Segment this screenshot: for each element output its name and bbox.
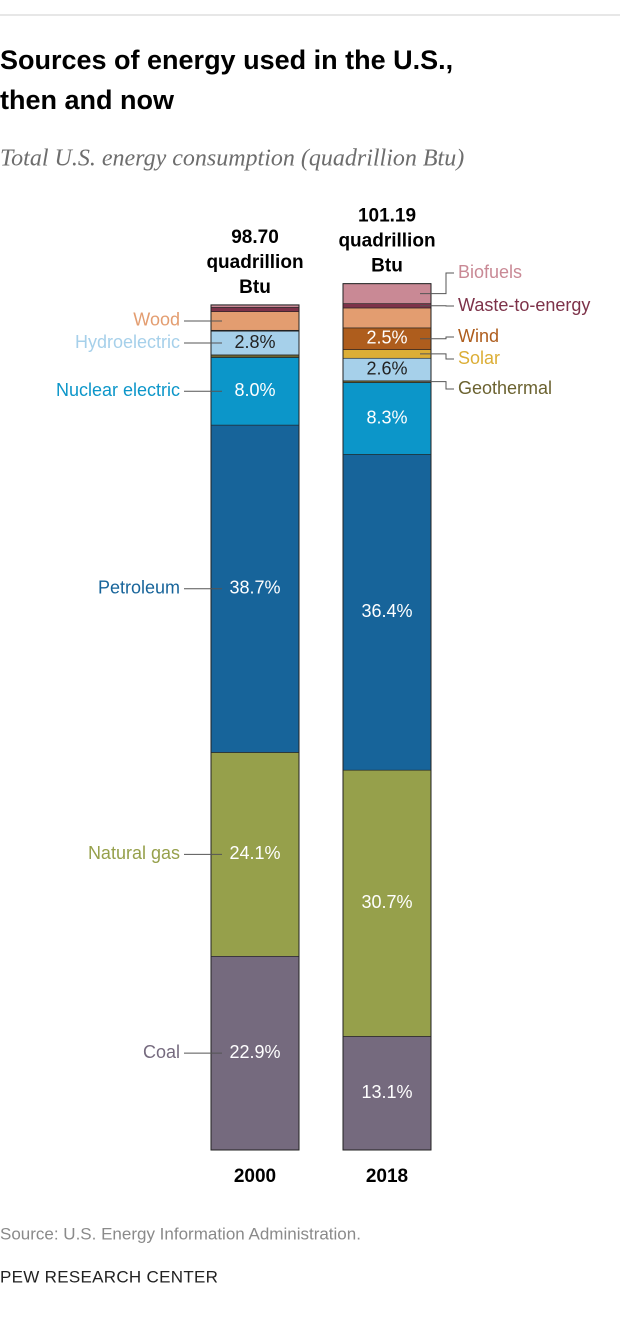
bar-outline (210, 304, 300, 1151)
bar-segment (342, 349, 432, 359)
bar-segment (342, 307, 432, 329)
value-label: 2.5% (366, 327, 407, 347)
value-label: 8.0% (234, 380, 275, 400)
value-label: 24.1% (229, 843, 280, 863)
series-label: Coal (143, 1042, 180, 1062)
value-label: 13.1% (361, 1082, 412, 1102)
value-label: 2.6% (366, 358, 407, 378)
value-label: 36.4% (361, 601, 412, 621)
series-label: Geothermal (458, 378, 552, 398)
bar-segment (210, 752, 300, 957)
value-label: 2.8% (234, 332, 275, 352)
label-connector (420, 353, 454, 360)
bar-segment (342, 303, 432, 309)
series-label: Solar (458, 348, 500, 368)
bar-segment (210, 424, 300, 753)
value-label: 30.7% (361, 892, 412, 912)
bar-segment (342, 382, 432, 455)
value-label: 22.9% (229, 1042, 280, 1062)
chart-title: Sources of energy used in the U.S., then … (0, 45, 453, 115)
value-label: 38.7% (229, 578, 280, 598)
bar-segment (342, 454, 432, 771)
total-label: 101.19 quadrillion Btu (338, 206, 435, 277)
series-label: Petroleum (98, 578, 180, 598)
chart-subtitle: Total U.S. energy consumption (quadrilli… (0, 146, 464, 172)
bar-segment (342, 769, 432, 1037)
series-label: Wood (133, 310, 180, 330)
series-label: Nuclear electric (56, 380, 180, 400)
value-label: 8.3% (366, 407, 407, 427)
total-label: 98.70 quadrillion Btu (206, 227, 303, 298)
credit: PEW RESEARCH CENTER (0, 1267, 218, 1286)
bar-segment (210, 307, 300, 312)
label-connector (420, 272, 454, 295)
series-label: Waste-to-energy (458, 295, 590, 315)
bar-segment (210, 354, 300, 358)
bar-segment (342, 283, 432, 304)
bar-segment (342, 1036, 432, 1151)
x-tick-label: 2000 (234, 1166, 276, 1187)
bar-segment (210, 311, 300, 331)
source: Source: U.S. Energy Information Administ… (0, 1224, 361, 1243)
label-connector (420, 381, 454, 390)
x-tick-label: 2018 (366, 1166, 408, 1187)
series-label: Natural gas (88, 843, 180, 863)
series-label: Biofuels (458, 262, 522, 282)
label-connector (420, 336, 454, 340)
bar-outline (342, 283, 432, 1151)
series-label: Wind (458, 326, 499, 346)
series-label: Hydroelectric (75, 332, 180, 352)
